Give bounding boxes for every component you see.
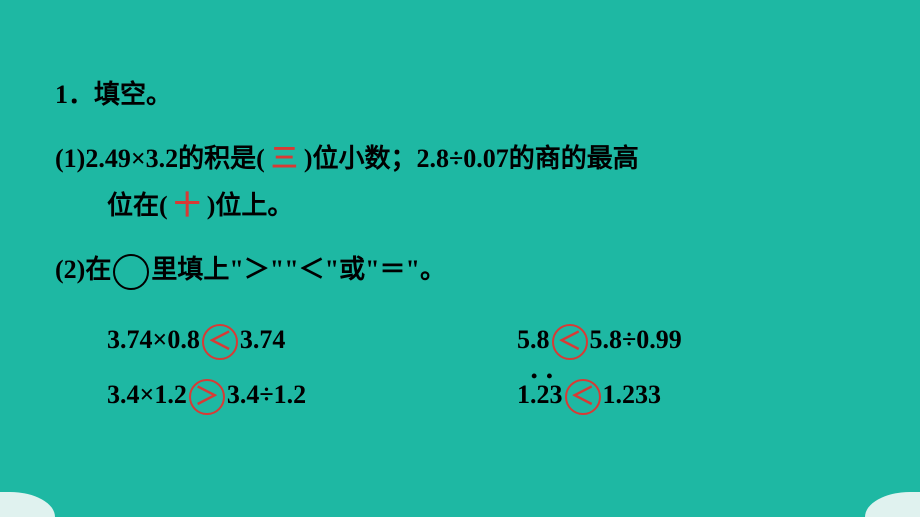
recurring-dots: •• (531, 363, 562, 390)
part1-answer-b: 十 (174, 191, 200, 220)
slide-content: 1．填空。 (1)2.49×3.2的积是( 三 )位小数；2.8÷0.07的商的… (0, 0, 920, 415)
op-1: ＜ (202, 324, 238, 360)
part1-label: (1) (55, 144, 85, 173)
answer-circle-1: ＜ (202, 324, 238, 360)
expr-4b: 1.233 (603, 380, 662, 409)
expr-2-right: ••1.23＜1.233 (517, 375, 661, 415)
part2-label: (2) (55, 255, 85, 284)
answer-circle-4: ＜ (565, 379, 601, 415)
op-2: ＜ (552, 324, 588, 360)
expr-1-left: 3.74×0.8＜3.74 (107, 320, 517, 360)
expr-2b: 5.8÷0.99 (590, 325, 682, 354)
part2-text-a: 在 (85, 255, 111, 284)
question-text: 填空。 (94, 80, 172, 109)
expr-3a: 3.4×1.2 (107, 380, 187, 409)
comparison-row-2: 3.4×1.2＞3.4÷1.2 ••1.23＜1.233 (55, 375, 870, 415)
comparison-row-1: 3.74×0.8＜3.74 5.8＜5.8÷0.99 (55, 320, 870, 360)
op-4: ＜ (565, 379, 601, 415)
expr-1a: 3.74×0.8 (107, 325, 200, 354)
part1-text-c: 位在( (107, 191, 168, 220)
part1-line2: 位在( 十 )位上。 (55, 186, 870, 225)
part1-line1: (1)2.49×3.2的积是( 三 )位小数；2.8÷0.07的商的最高 (55, 139, 870, 178)
corner-decoration-right (865, 492, 920, 517)
empty-circle (113, 254, 149, 290)
question-number: 1． (55, 80, 94, 109)
corner-decoration-left (0, 492, 55, 517)
part1-text-a: 2.49×3.2的积是( (85, 144, 264, 173)
recurring-decimal: ••1.23 (517, 375, 563, 414)
expr-1b: 3.74 (240, 325, 286, 354)
part1-text-d: )位上。 (207, 191, 294, 220)
part2-text-b: 里填上"＞""＜"或"＝"。 (151, 255, 446, 284)
question-title: 1．填空。 (55, 75, 870, 114)
expr-3b: 3.4÷1.2 (227, 380, 306, 409)
answer-circle-2: ＜ (552, 324, 588, 360)
part1-text-b: )位小数；2.8÷0.07的商的最高 (304, 144, 639, 173)
expr-2a: 5.8 (517, 325, 550, 354)
expr-2-left: 3.4×1.2＞3.4÷1.2 (107, 375, 517, 415)
answer-circle-3: ＞ (189, 379, 225, 415)
expr-1-right: 5.8＜5.8÷0.99 (517, 320, 682, 360)
op-3: ＞ (189, 379, 225, 415)
part1-answer-a: 三 (271, 144, 297, 173)
part2-prompt: (2)在 里填上"＞""＜"或"＝"。 (55, 250, 870, 290)
